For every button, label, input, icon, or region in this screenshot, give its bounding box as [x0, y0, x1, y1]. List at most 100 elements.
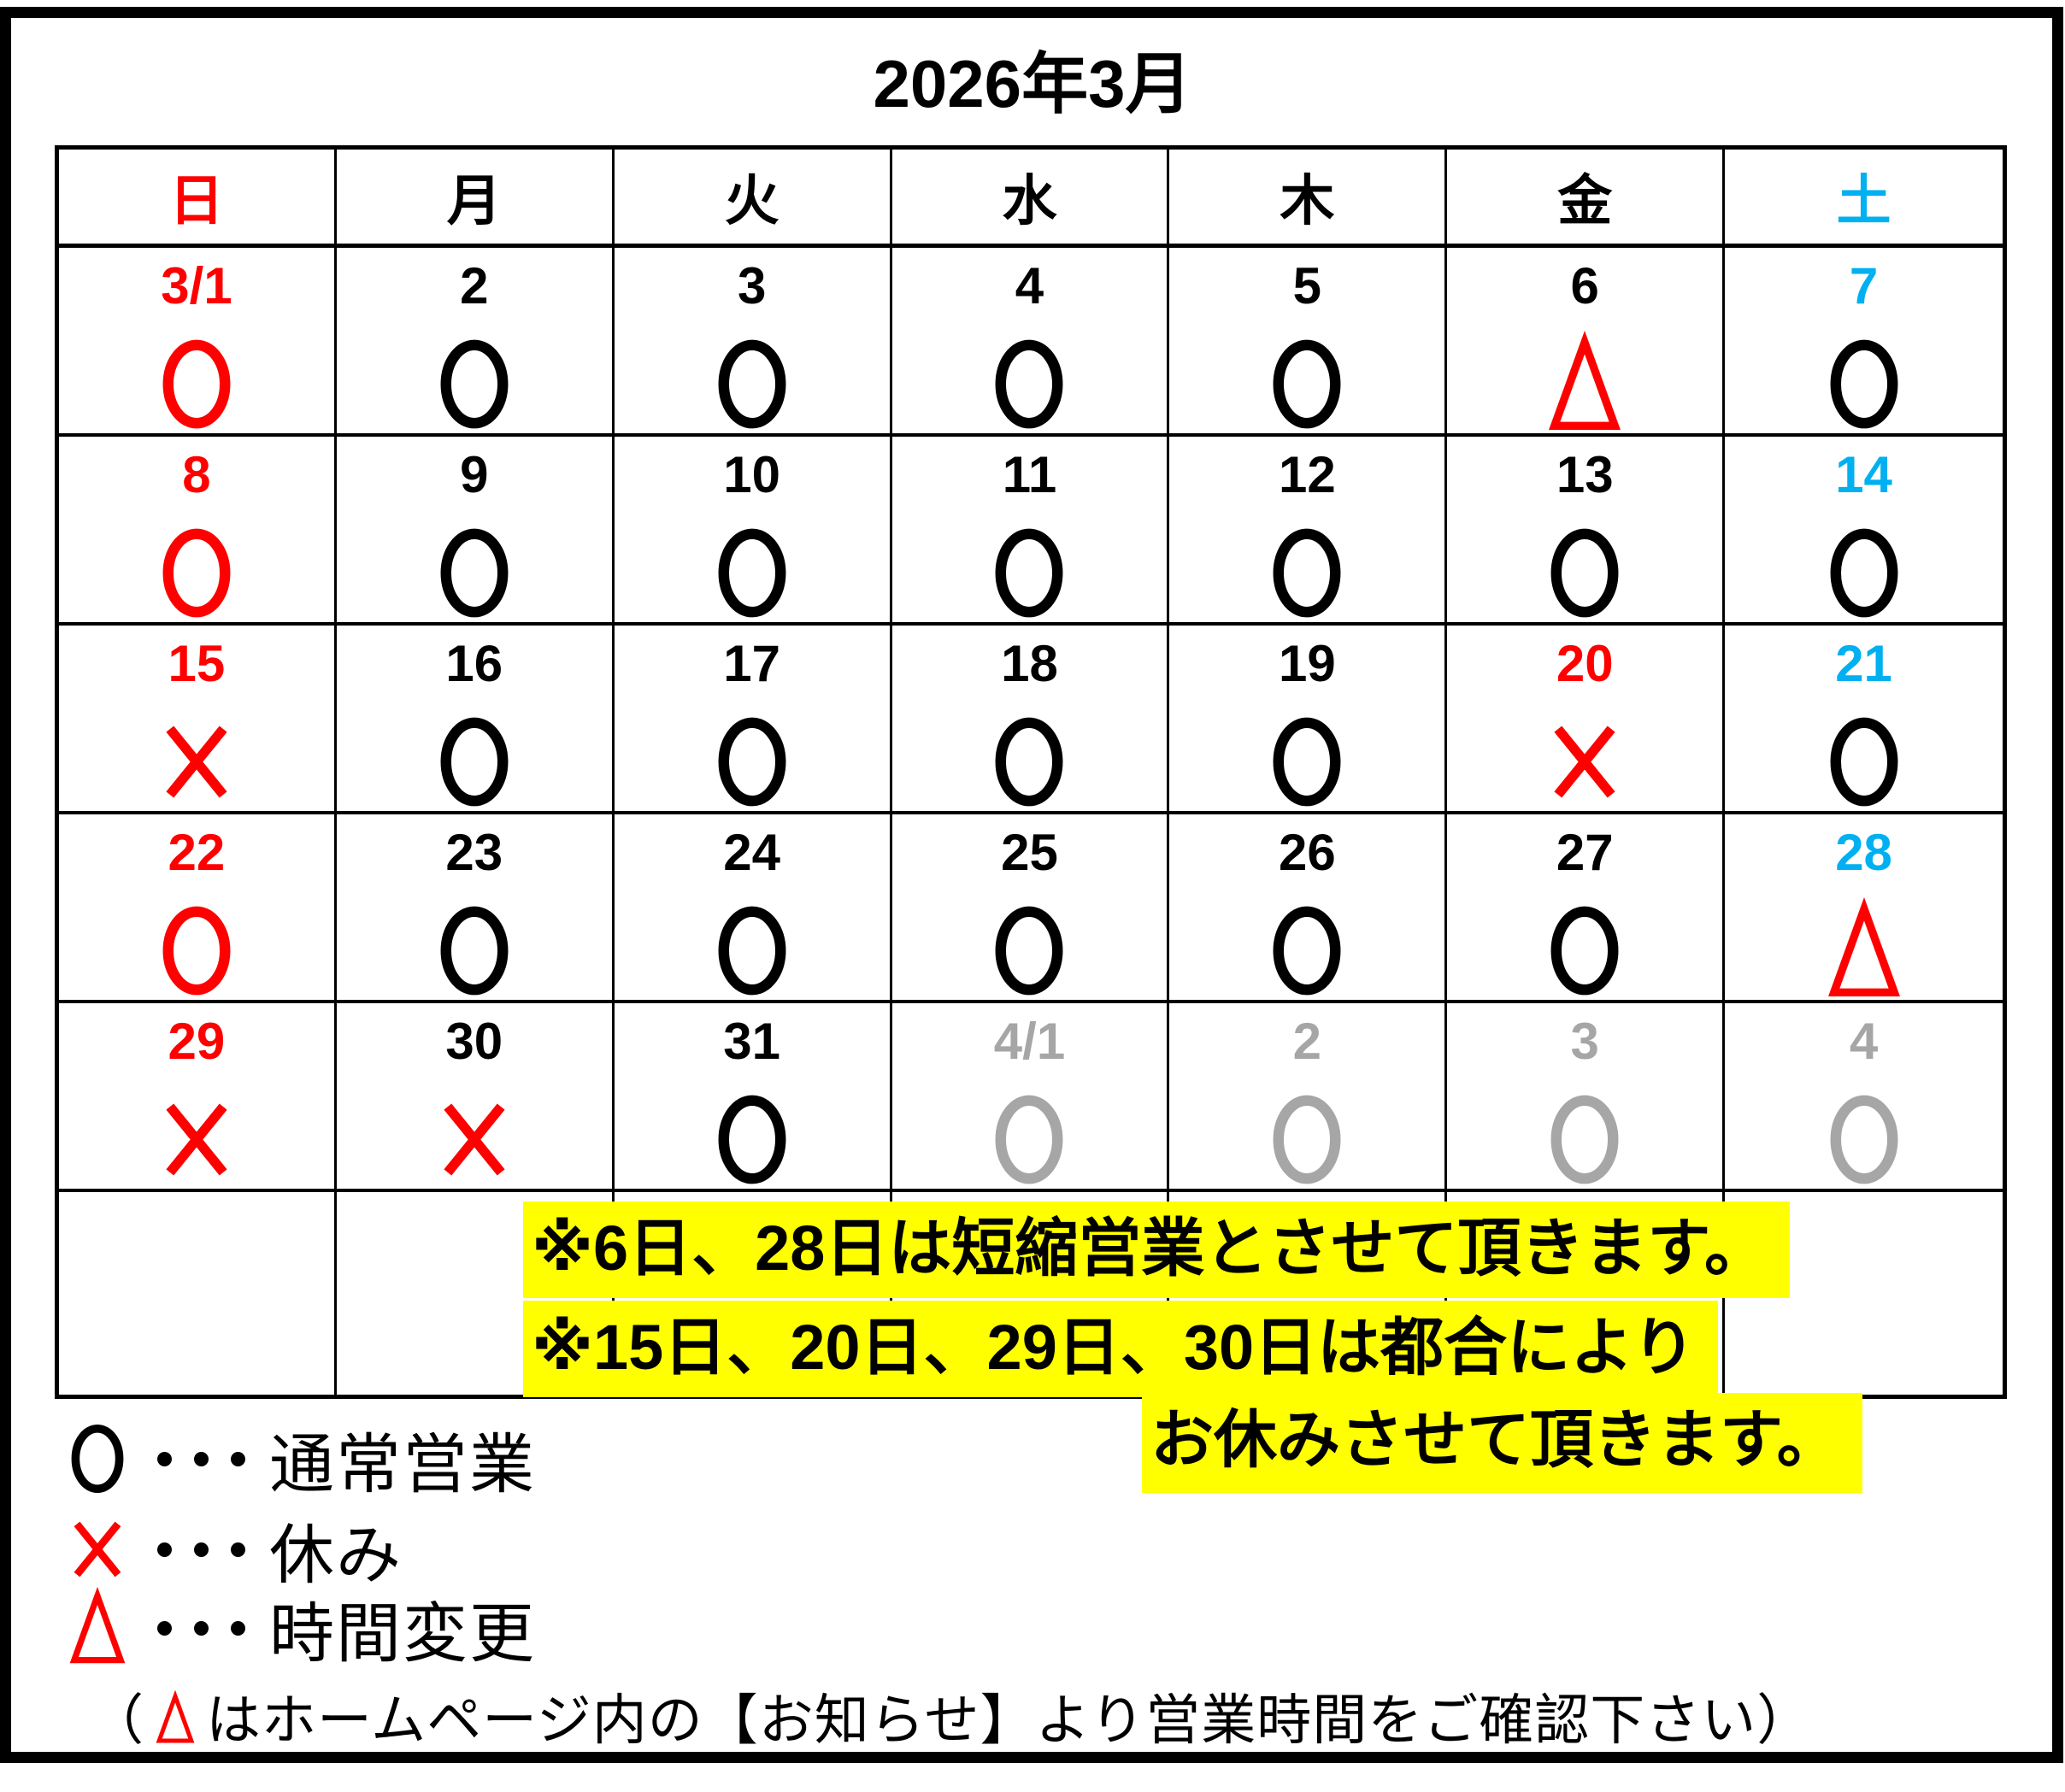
day-cell-26: 26 [1169, 814, 1448, 1003]
circle-icon [152, 326, 241, 442]
cross-icon [1540, 704, 1629, 820]
legend-footnote: （ はホームページ内の【お知らせ】より営業時間をご確認下さい） [89, 1677, 1812, 1755]
date-label: 11 [1002, 446, 1057, 503]
footnote-suffix: はホームページ内の【お知らせ】より営業時間をご確認下さい） [206, 1689, 1813, 1751]
circle-icon [1262, 1082, 1351, 1197]
day-cell-17: 17 [614, 626, 892, 814]
triangle-icon [1820, 893, 1909, 1008]
date-label: 15 [168, 635, 226, 692]
day-cell-4: 4 [1725, 1003, 2003, 1192]
date-label: 19 [1278, 635, 1336, 692]
circle-icon [708, 1082, 797, 1197]
circle-icon [1820, 326, 1909, 442]
weekday-header-土: 土 [1725, 150, 2003, 248]
day-cell-15: 15 [59, 626, 337, 814]
circle-icon [708, 515, 797, 631]
day-cell-30: 30 [336, 1003, 615, 1192]
day-cell-16: 16 [336, 626, 615, 814]
circle-icon [1820, 515, 1909, 631]
circle-icon [1262, 893, 1351, 1008]
legend-dots [157, 1620, 245, 1636]
legend-dots [157, 1542, 245, 1557]
notes-row-cell [59, 1192, 337, 1395]
legend-item-changed-hours: 時間変更 [63, 1581, 536, 1675]
day-cell-13: 13 [1447, 437, 1726, 626]
note-closed-days-2: お休みさせて頂きます。 [1142, 1393, 1862, 1494]
date-label: 3 [737, 257, 767, 314]
day-cell-29: 29 [59, 1003, 337, 1192]
legend-label-open: 通常営業 [269, 1429, 536, 1501]
day-cell-10: 10 [614, 437, 892, 626]
day-cell-6: 6 [1447, 248, 1726, 437]
circle-icon [1262, 704, 1351, 820]
day-cell-25: 25 [891, 814, 1170, 1003]
legend-item-open: 通常営業 [63, 1412, 536, 1506]
date-label: 4 [1015, 257, 1044, 314]
triangle-icon [1540, 326, 1629, 442]
day-cell-7: 7 [1725, 248, 2003, 437]
day-cell-14: 14 [1725, 437, 2003, 626]
note-closed-days-1: ※15日、20日、29日、30日は都合により [523, 1301, 1718, 1398]
day-cell-24: 24 [614, 814, 892, 1003]
open-circle-icon [63, 1414, 145, 1503]
closed-cross-icon [63, 1505, 145, 1594]
day-cell-3: 3 [614, 248, 892, 437]
weekday-header-日: 日 [59, 150, 337, 248]
date-label: 31 [723, 1013, 780, 1070]
weekday-header-水: 水 [891, 150, 1170, 248]
circle-icon [430, 515, 519, 631]
circle-icon [1820, 704, 1909, 820]
date-label: 17 [723, 635, 780, 692]
date-label: 20 [1556, 635, 1614, 692]
cross-icon [152, 704, 241, 820]
date-label: 27 [1556, 824, 1614, 881]
legend-item-closed: 休み [63, 1502, 403, 1596]
weekday-header-金: 金 [1447, 150, 1726, 248]
legend-label-closed: 休み [269, 1519, 403, 1592]
date-label: 12 [1278, 446, 1336, 503]
day-cell-4: 4 [891, 248, 1170, 437]
date-label: 9 [460, 446, 489, 503]
day-cell-19: 19 [1169, 626, 1448, 814]
date-label: 21 [1835, 635, 1892, 692]
day-cell-23: 23 [336, 814, 615, 1003]
circle-icon [708, 893, 797, 1008]
circle-icon [430, 704, 519, 820]
legend-label-changed-hours: 時間変更 [269, 1598, 536, 1671]
day-cell-21: 21 [1725, 626, 2003, 814]
day-cell-28: 28 [1725, 814, 2003, 1003]
page-title: 2026年3月 [873, 46, 1192, 121]
day-cell-20: 20 [1447, 626, 1726, 814]
day-cell-2: 2 [1169, 1003, 1448, 1192]
circle-icon [152, 893, 241, 1008]
date-label: 6 [1570, 257, 1599, 314]
date-label: 2 [1292, 1013, 1322, 1070]
footnote-prefix: （ [89, 1689, 144, 1751]
circle-icon [152, 515, 241, 631]
day-cell-9: 9 [336, 437, 615, 626]
weekday-header-月: 月 [336, 150, 615, 248]
date-label: 26 [1278, 824, 1336, 881]
date-label: 28 [1835, 824, 1892, 881]
circle-icon [430, 326, 519, 442]
circle-icon [985, 893, 1074, 1008]
circle-icon [985, 704, 1074, 820]
circle-icon [1262, 326, 1351, 442]
date-label: 2 [460, 257, 489, 314]
day-cell-27: 27 [1447, 814, 1726, 1003]
day-cell-3: 3 [1447, 1003, 1726, 1192]
circle-icon [1820, 1082, 1909, 1197]
changed-hours-triangle-icon [63, 1583, 145, 1672]
day-cell-8: 8 [59, 437, 337, 626]
day-cell-3-1: 3/1 [59, 248, 337, 437]
calendar-table: 日月火水木金土 3/1 2 3 4 5 6 7 8 9 10 11 12 13 14 15 16 17 18 19 20… [55, 145, 2007, 1399]
day-cell-4-1: 4/1 [891, 1003, 1170, 1192]
date-label: 30 [445, 1013, 503, 1070]
weekday-header-木: 木 [1169, 150, 1448, 248]
date-label: 18 [1001, 635, 1058, 692]
date-label: 3/1 [161, 257, 232, 314]
note-shortened-hours: ※6日、28日は短縮営業とさせて頂きます。 [523, 1202, 1791, 1299]
date-label: 25 [1001, 824, 1058, 881]
date-label: 8 [182, 446, 211, 503]
